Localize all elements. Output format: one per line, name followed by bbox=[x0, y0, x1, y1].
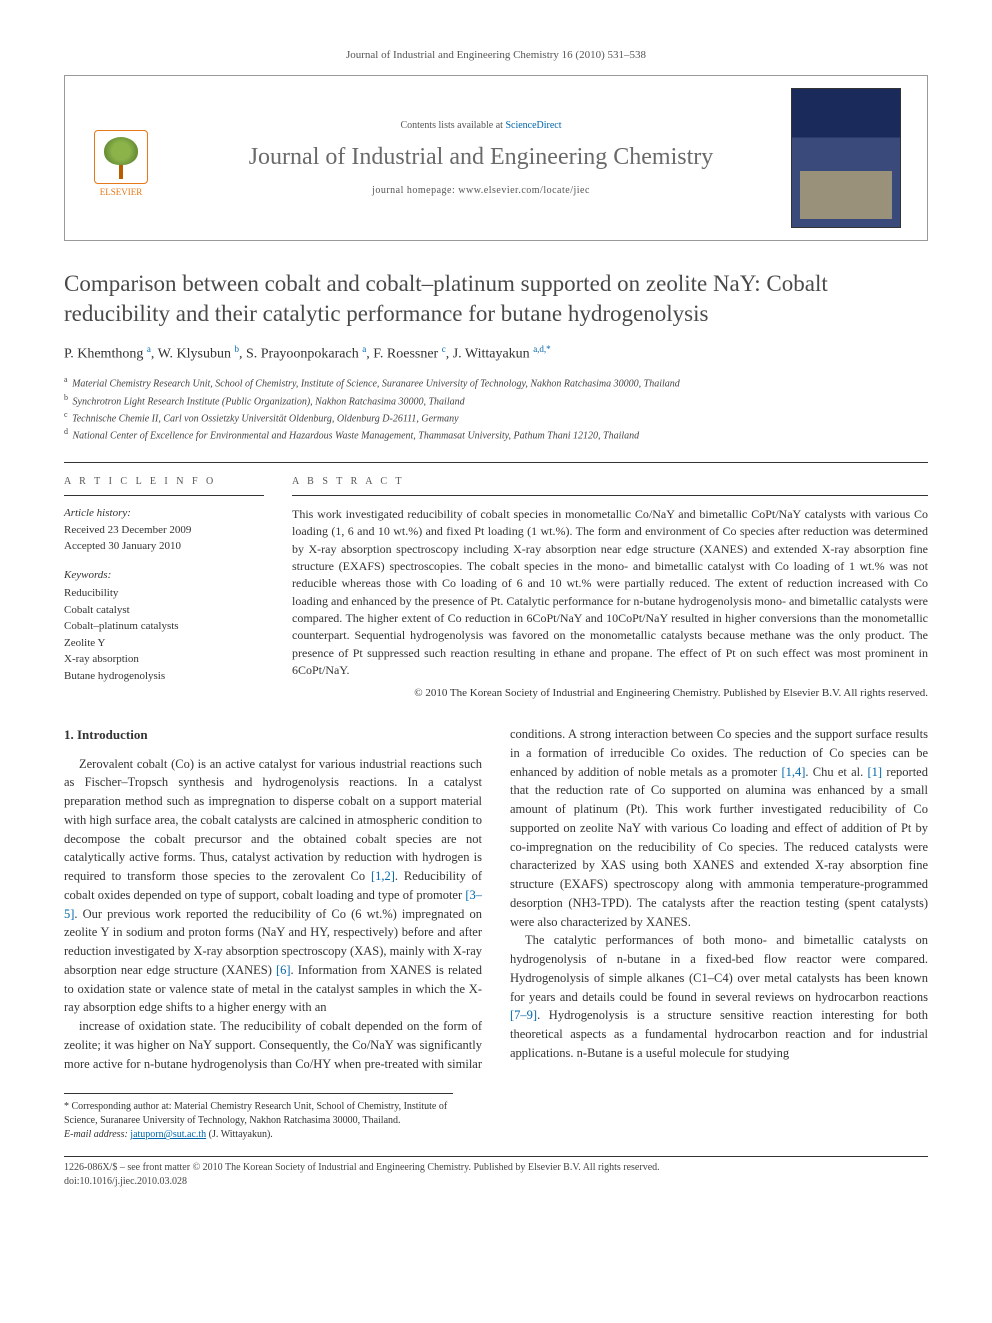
affiliation-line: a Material Chemistry Research Unit, Scho… bbox=[64, 374, 928, 391]
corr-email-name: (J. Wittayakun). bbox=[206, 1129, 273, 1140]
intro-heading: 1. Introduction bbox=[64, 725, 482, 745]
homepage-url: www.elsevier.com/locate/jiec bbox=[458, 185, 590, 196]
keyword-item: Zeolite Y bbox=[64, 635, 264, 652]
intro-paragraph-1: Zerovalent cobalt (Co) is an active cata… bbox=[64, 755, 482, 1018]
elsevier-logo-label: ELSEVIER bbox=[100, 186, 143, 199]
page-footer: 1226-086X/$ – see front matter © 2010 Th… bbox=[64, 1156, 928, 1189]
affiliations-block: a Material Chemistry Research Unit, Scho… bbox=[64, 374, 928, 443]
reference-link[interactable]: [7–9] bbox=[510, 1008, 537, 1022]
elsevier-logo: ELSEVIER bbox=[81, 118, 161, 198]
affiliation-line: c Technische Chemie II, Carl von Ossietz… bbox=[64, 409, 928, 426]
article-info-label: A R T I C L E I N F O bbox=[64, 475, 264, 496]
abstract-text: This work investigated reducibility of c… bbox=[292, 506, 928, 680]
journal-name: Journal of Industrial and Engineering Ch… bbox=[183, 141, 779, 175]
accepted-date: Accepted 30 January 2010 bbox=[64, 539, 264, 554]
affiliation-line: b Synchrotron Light Research Institute (… bbox=[64, 392, 928, 409]
elsevier-tree-icon bbox=[94, 130, 148, 184]
abstract-copyright: © 2010 The Korean Society of Industrial … bbox=[292, 686, 928, 701]
article-info-column: A R T I C L E I N F O Article history: R… bbox=[64, 475, 264, 701]
reference-link[interactable]: [6] bbox=[276, 963, 291, 977]
journal-homepage-line: journal homepage: www.elsevier.com/locat… bbox=[183, 184, 779, 198]
authors-line: P. Khemthong a, W. Klysubun b, S. Prayoo… bbox=[64, 343, 928, 364]
keywords-list: ReducibilityCobalt catalystCobalt–platin… bbox=[64, 585, 264, 684]
corresponding-author-footer: * Corresponding author at: Material Chem… bbox=[64, 1093, 453, 1142]
reference-link[interactable]: [1] bbox=[868, 765, 883, 779]
keywords-heading: Keywords: bbox=[64, 568, 264, 583]
intro-paragraph-3: The catalytic performances of both mono-… bbox=[510, 931, 928, 1062]
footer-doi-line: doi:10.1016/j.jiec.2010.03.028 bbox=[64, 1175, 928, 1189]
reference-link[interactable]: [1,2] bbox=[371, 869, 395, 883]
contents-prefix: Contents lists available at bbox=[400, 120, 505, 131]
journal-cover-thumbnail bbox=[791, 88, 901, 228]
email-label: E-mail address: bbox=[64, 1129, 130, 1140]
keyword-item: Cobalt–platinum catalysts bbox=[64, 618, 264, 635]
homepage-prefix: journal homepage: bbox=[372, 185, 458, 196]
article-title: Comparison between cobalt and cobalt–pla… bbox=[64, 269, 928, 329]
contents-available-line: Contents lists available at ScienceDirec… bbox=[183, 119, 779, 133]
running-header: Journal of Industrial and Engineering Ch… bbox=[64, 48, 928, 63]
abstract-column: A B S T R A C T This work investigated r… bbox=[292, 475, 928, 701]
keyword-item: Cobalt catalyst bbox=[64, 602, 264, 619]
reference-link[interactable]: [3–5] bbox=[64, 888, 482, 921]
body-two-column: 1. Introduction Zerovalent cobalt (Co) i… bbox=[64, 725, 928, 1073]
corr-email-link[interactable]: jatuporn@sut.ac.th bbox=[130, 1129, 206, 1140]
reference-link[interactable]: [1,4] bbox=[781, 765, 805, 779]
keyword-item: X-ray absorption bbox=[64, 651, 264, 668]
corr-note: * Corresponding author at: Material Chem… bbox=[64, 1100, 453, 1128]
affiliation-line: d National Center of Excellence for Envi… bbox=[64, 426, 928, 443]
received-date: Received 23 December 2009 bbox=[64, 523, 264, 538]
abstract-label: A B S T R A C T bbox=[292, 475, 928, 496]
journal-header-box: ELSEVIER Contents lists available at Sci… bbox=[64, 75, 928, 241]
keyword-item: Reducibility bbox=[64, 585, 264, 602]
footer-copyright-line: 1226-086X/$ – see front matter © 2010 Th… bbox=[64, 1161, 928, 1175]
history-heading: Article history: bbox=[64, 506, 264, 521]
keyword-item: Butane hydrogenolysis bbox=[64, 668, 264, 685]
sciencedirect-link[interactable]: ScienceDirect bbox=[505, 120, 561, 131]
